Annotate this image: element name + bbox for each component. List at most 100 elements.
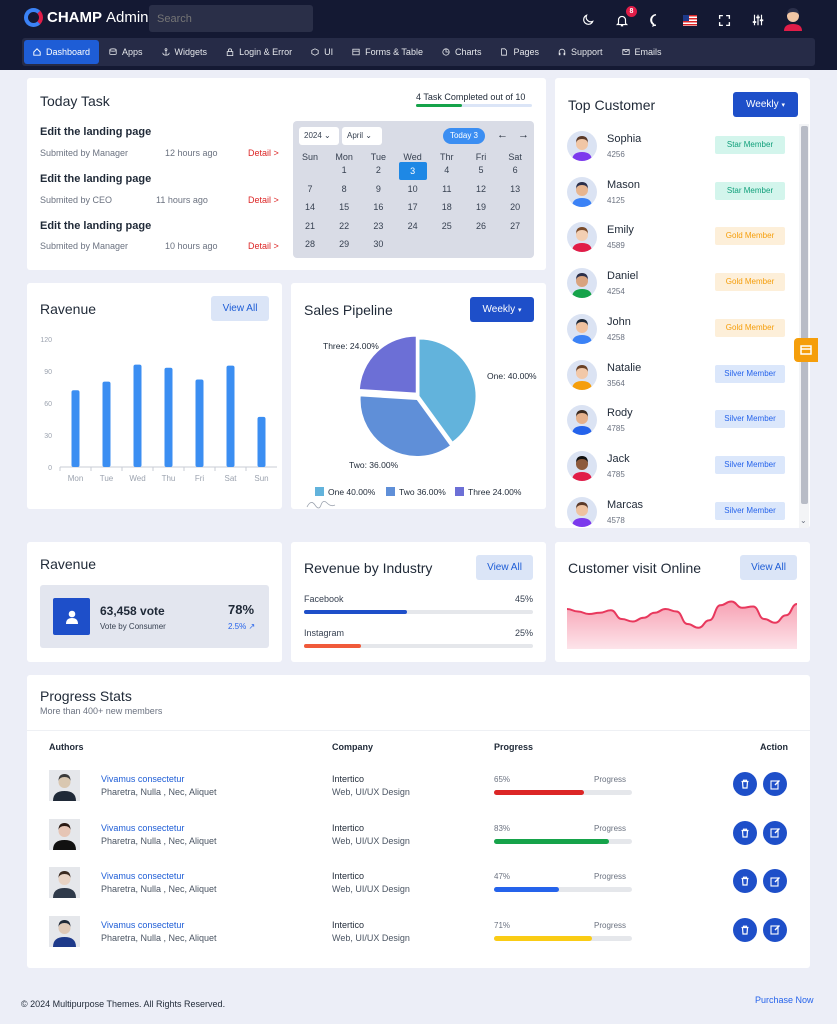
legend-label[interactable]: One 40.00% xyxy=(328,487,376,497)
nav-apps[interactable]: Apps xyxy=(100,40,152,64)
prev-month-arrow[interactable]: ← xyxy=(497,129,508,141)
customer-row[interactable]: Marcas 4578 Silver Member xyxy=(567,495,785,528)
delete-button[interactable] xyxy=(733,917,757,942)
legend-label[interactable]: Three 24.00% xyxy=(468,487,522,497)
calendar-day[interactable]: 18 xyxy=(441,202,452,213)
calendar-day[interactable]: 25 xyxy=(441,220,452,231)
scroll-down-arrow[interactable]: ⌄ xyxy=(800,516,807,525)
bar[interactable] xyxy=(133,364,142,467)
task-detail-link[interactable]: Detail > xyxy=(248,148,279,158)
author-name[interactable]: Vivamus consectetur xyxy=(101,774,185,784)
scrollbar-thumb[interactable] xyxy=(801,126,808,504)
task-detail-link[interactable]: Detail > xyxy=(248,241,279,251)
calendar-day[interactable]: 8 xyxy=(341,183,347,194)
customer-row[interactable]: Rody 4785 Silver Member xyxy=(567,403,785,449)
author-name[interactable]: Vivamus consectetur xyxy=(101,822,185,833)
view-all-button[interactable]: View All xyxy=(740,555,797,580)
nav-support[interactable]: Support xyxy=(549,40,612,64)
nav-charts[interactable]: Charts xyxy=(433,40,491,64)
bar[interactable] xyxy=(257,416,266,467)
month-select[interactable]: April ⌄ xyxy=(342,127,382,145)
purchase-now-link[interactable]: Purchase Now xyxy=(755,995,814,1005)
customer-row[interactable]: Jack 4785 Silver Member xyxy=(567,449,785,495)
weekly-dropdown[interactable]: Weekly ▾ xyxy=(470,297,534,322)
settings-toggle-button[interactable] xyxy=(794,338,818,362)
calendar-day[interactable]: 10 xyxy=(407,183,418,194)
user-avatar[interactable] xyxy=(782,7,804,31)
fullscreen-icon[interactable] xyxy=(716,10,732,30)
bar[interactable] xyxy=(226,365,235,467)
bar[interactable] xyxy=(102,381,111,467)
customer-row[interactable]: Mason 4125 Star Member xyxy=(567,175,785,221)
search-input[interactable] xyxy=(149,5,313,32)
calendar-day[interactable]: 5 xyxy=(478,165,484,175)
calendar-day[interactable]: 12 xyxy=(475,183,486,194)
calendar-day[interactable]: 26 xyxy=(475,220,486,231)
calendar-day[interactable]: 22 xyxy=(339,220,350,231)
customer-row[interactable]: Daniel 4254 Gold Member xyxy=(567,266,785,312)
year-select[interactable]: 2024 ⌄ xyxy=(299,127,339,145)
nav-forms-table[interactable]: Forms & Table xyxy=(343,40,432,64)
customer-row[interactable]: Natalie 3564 Silver Member xyxy=(567,358,785,404)
view-all-button[interactable]: View All xyxy=(211,296,269,321)
calendar-day[interactable]: 20 xyxy=(510,202,521,213)
nav-pages[interactable]: Pages xyxy=(491,40,548,64)
calendar-day[interactable]: 21 xyxy=(304,220,315,231)
nav-widgets[interactable]: Widgets xyxy=(153,40,217,64)
scrollbar[interactable]: ⌄ xyxy=(799,124,809,528)
delete-button[interactable] xyxy=(733,772,757,796)
weekly-dropdown[interactable]: Weekly ▾ xyxy=(733,92,798,117)
calendar-day[interactable]: 3 xyxy=(398,162,427,180)
calendar-day[interactable]: 28 xyxy=(304,239,315,250)
nav-dashboard[interactable]: Dashboard xyxy=(24,40,100,64)
calendar-day[interactable]: 15 xyxy=(339,202,350,213)
calendar-day[interactable]: 16 xyxy=(373,202,384,213)
area-line[interactable] xyxy=(567,600,797,629)
calendar-day[interactable]: 1 xyxy=(341,165,347,175)
calendar-day[interactable]: 4 xyxy=(444,165,450,175)
customer-row[interactable]: John 4258 Gold Member xyxy=(567,312,785,358)
edit-button[interactable] xyxy=(763,869,787,893)
customer-row[interactable]: Sophia 4256 Star Member xyxy=(567,129,785,175)
calendar-day[interactable]: 2 xyxy=(375,165,381,175)
task-detail-link[interactable]: Detail > xyxy=(248,195,279,205)
calendar-day[interactable]: 19 xyxy=(475,202,486,213)
edit-button[interactable] xyxy=(763,772,787,796)
calendar-day[interactable]: 24 xyxy=(407,220,418,231)
calendar-day[interactable]: 6 xyxy=(512,165,518,175)
customer-row[interactable]: Emily 4589 Gold Member xyxy=(567,220,785,266)
settings-sliders-icon[interactable] xyxy=(750,10,766,30)
calendar-day[interactable]: 11 xyxy=(442,183,452,194)
bar[interactable] xyxy=(164,367,173,467)
moon-icon[interactable] xyxy=(579,10,597,30)
next-month-arrow[interactable]: → xyxy=(518,129,529,141)
today-button[interactable]: Today 3 xyxy=(443,128,485,144)
us-flag-icon[interactable] xyxy=(682,10,698,30)
nav-emails[interactable]: Emails xyxy=(613,40,671,64)
author-name[interactable]: Vivamus consectetur xyxy=(101,871,185,881)
calendar-day[interactable]: 17 xyxy=(407,202,418,213)
calendar-day[interactable]: 13 xyxy=(510,183,521,194)
nav-login-error[interactable]: Login & Error xyxy=(217,40,301,64)
nav-ui[interactable]: UI xyxy=(302,40,342,64)
bar[interactable] xyxy=(195,379,204,467)
calendar-day[interactable]: 14 xyxy=(304,202,315,213)
chat-icon[interactable] xyxy=(647,10,665,30)
brand-logo[interactable]: CHAMP Admin xyxy=(24,8,149,27)
edit-button[interactable] xyxy=(763,917,787,942)
calendar-day[interactable]: 29 xyxy=(339,239,350,250)
pie-slice[interactable] xyxy=(359,395,452,457)
view-all-button[interactable]: View All xyxy=(476,555,533,580)
author-name[interactable]: Vivamus consectetur xyxy=(101,919,185,930)
calendar-day[interactable]: 30 xyxy=(373,239,384,250)
bell-icon[interactable]: 8 xyxy=(613,6,637,30)
calendar-day[interactable]: 9 xyxy=(375,183,381,194)
legend-label[interactable]: Two 36.00% xyxy=(399,487,446,497)
calendar-day[interactable]: 27 xyxy=(510,220,521,231)
calendar-day[interactable]: 23 xyxy=(373,220,384,231)
edit-button[interactable] xyxy=(763,820,787,845)
delete-button[interactable] xyxy=(733,869,757,893)
pie-slice[interactable] xyxy=(418,338,477,443)
pie-slice[interactable] xyxy=(358,335,417,394)
calendar-day[interactable]: 7 xyxy=(307,183,313,194)
